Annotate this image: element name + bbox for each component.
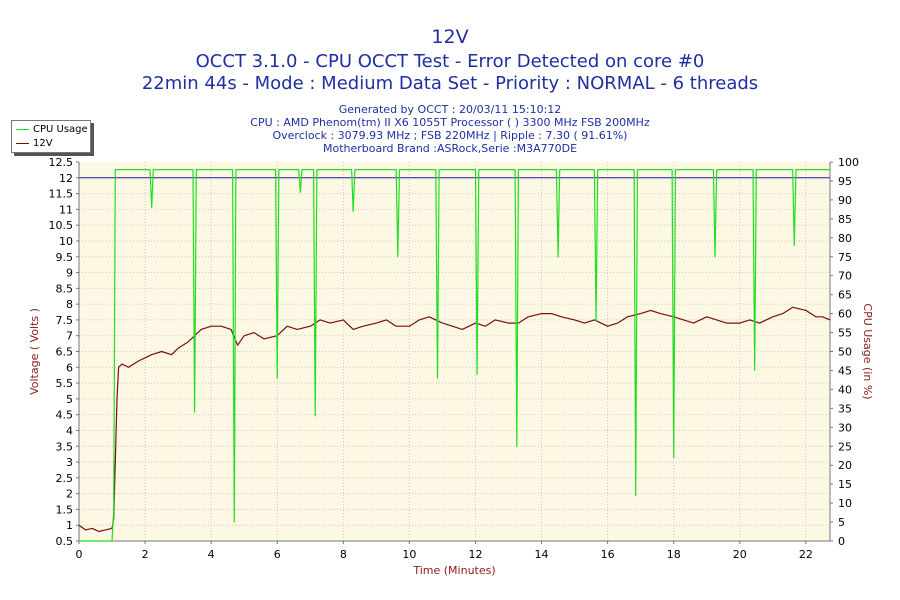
- series-line-cpu-usage: [79, 169, 830, 542]
- y2-tick-label: 15: [838, 478, 852, 491]
- info-generated: Generated by OCCT : 20/03/11 15:10:12: [338, 103, 562, 116]
- y2-tick-label: 40: [838, 383, 852, 396]
- y-tick-label: 8.5: [56, 282, 74, 295]
- y2-tick-label: 70: [838, 270, 852, 283]
- y-tick-label: 0.5: [56, 535, 74, 548]
- x-tick-label: 8: [340, 548, 347, 561]
- y-tick-label: 4: [66, 424, 73, 437]
- y-tick-label: 6.5: [56, 346, 74, 359]
- y2-tick-label: 95: [838, 175, 852, 188]
- y2-tick-label: 75: [838, 251, 852, 264]
- x-tick-label: 0: [76, 548, 83, 561]
- x-tick-label: 2: [142, 548, 149, 561]
- y-tick-label: 11.5: [49, 188, 74, 201]
- y-tick-label: 2: [66, 488, 73, 501]
- y2-tick-label: 5: [838, 516, 845, 529]
- y-tick-label: 10.5: [49, 219, 74, 232]
- y2-tick-label: 45: [838, 364, 852, 377]
- y2-tick-label: 35: [838, 402, 852, 415]
- y2-tick-label: 90: [838, 194, 852, 207]
- y2-tick-label: 20: [838, 459, 852, 472]
- y-tick-label: 7: [66, 330, 73, 343]
- x-tick-label: 22: [799, 548, 813, 561]
- y-tick-label: 3.5: [56, 440, 74, 453]
- y-tick-label: 7.5: [56, 314, 74, 327]
- y-tick-label: 6: [66, 361, 73, 374]
- y-tick-label: 9: [66, 267, 73, 280]
- x-tick-label: 14: [535, 548, 549, 561]
- y2-tick-label: 65: [838, 289, 852, 302]
- y-tick-label: 9.5: [56, 251, 74, 264]
- info-cpu: CPU : AMD Phenom(tm) II X6 1055T Process…: [250, 116, 650, 129]
- y2-tick-label: 55: [838, 327, 852, 340]
- y-tick-label: 4.5: [56, 409, 74, 422]
- y-axis-label: Voltage ( Volts ): [28, 308, 41, 395]
- y2-tick-label: 10: [838, 497, 852, 510]
- y2-axis-label: CPU Usage (in %): [861, 303, 874, 399]
- legend-label-cpu: CPU Usage: [33, 124, 88, 135]
- y2-tick-label: 25: [838, 440, 852, 453]
- x-tick-label: 18: [667, 548, 681, 561]
- test-details: 22min 44s - Mode : Medium Data Set - Pri…: [141, 73, 759, 94]
- y-tick-label: 1: [66, 519, 73, 532]
- grid-lines: [79, 162, 830, 541]
- series-line-12v: [78, 306, 831, 533]
- legend-swatch-12v: [16, 142, 29, 144]
- y-tick-label: 12.5: [49, 156, 74, 169]
- y2-tick-label: 100: [838, 156, 859, 169]
- y-tick-label: 5.5: [56, 377, 74, 390]
- y-tick-label: 12: [59, 172, 73, 185]
- y-tick-label: 11: [59, 203, 73, 216]
- x-tick-label: 16: [601, 548, 615, 561]
- tick-labels: 0.511.522.533.544.555.566.577.588.599.51…: [49, 156, 860, 561]
- y-tick-label: 1.5: [56, 503, 74, 516]
- test-description: OCCT 3.1.0 - CPU OCCT Test - Error Detec…: [195, 51, 705, 72]
- x-tick-label: 4: [208, 548, 215, 561]
- x-tick-label: 12: [468, 548, 482, 561]
- y-tick-label: 2.5: [56, 472, 74, 485]
- legend: CPU Usage 12V: [11, 120, 91, 153]
- y2-tick-label: 85: [838, 213, 852, 226]
- legend-swatch-cpu: [16, 128, 29, 130]
- y-tick-label: 10: [59, 235, 73, 248]
- y2-tick-label: 60: [838, 308, 852, 321]
- y2-tick-label: 30: [838, 421, 852, 434]
- x-tick-label: 10: [402, 548, 416, 561]
- y2-tick-label: 50: [838, 346, 852, 359]
- x-axis-label: Time (Minutes): [412, 564, 495, 577]
- y-tick-label: 3: [66, 456, 73, 469]
- y2-tick-label: 0: [838, 535, 845, 548]
- x-tick-label: 20: [733, 548, 747, 561]
- chart-title: 12V: [431, 26, 469, 48]
- legend-label-12v: 12V: [33, 138, 53, 149]
- info-motherboard: Motherboard Brand :ASRock,Serie :M3A770D…: [322, 142, 578, 155]
- x-tick-label: 6: [274, 548, 281, 561]
- legend-item-cpu-usage: CPU Usage: [16, 123, 88, 136]
- series-layer: [78, 169, 831, 542]
- y-tick-label: 8: [66, 298, 73, 311]
- y2-tick-label: 80: [838, 232, 852, 245]
- legend-item-12v: 12V: [16, 137, 53, 150]
- info-overclock: Overclock : 3079.93 MHz ; FSB 220MHz | R…: [272, 129, 628, 142]
- y-tick-label: 5: [66, 393, 73, 406]
